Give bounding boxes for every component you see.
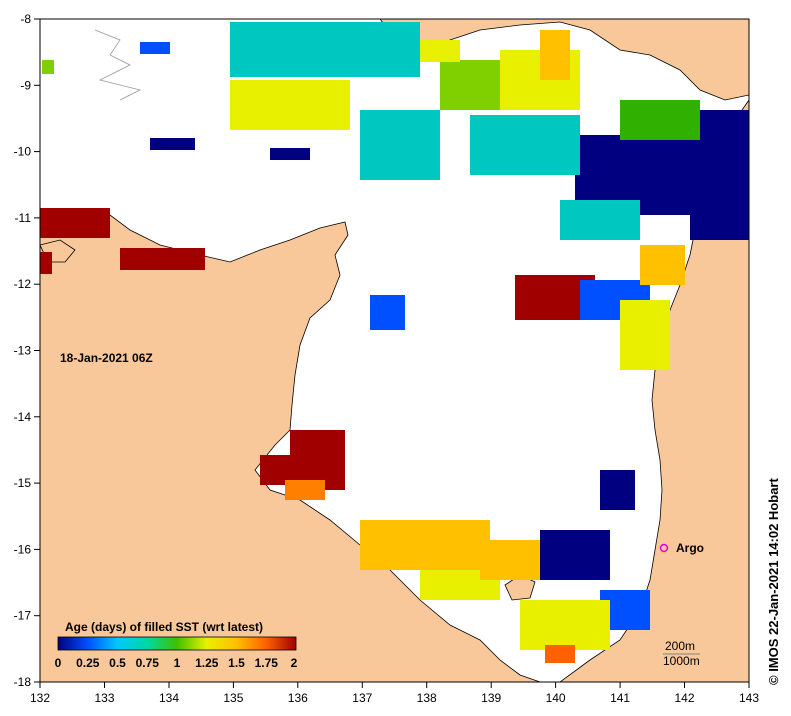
depth-contour-legend: 200m 1000m [663,639,700,668]
colorbar-label: 0.25 [76,656,100,670]
y-tick-label: -11 [15,211,32,225]
colorbar-label: 0.5 [109,656,126,670]
y-tick-label: -9 [20,78,31,92]
y-tick-label: -10 [14,145,32,159]
y-tick-label: -17 [14,609,32,623]
colorbar-gradient [57,636,297,651]
y-tick-label: -16 [14,542,32,556]
x-tick-label: 136 [288,691,308,705]
colorbar-label: 1.75 [255,656,279,670]
colorbar-label: 0.75 [136,656,160,670]
y-tick-label: -12 [14,277,32,291]
reef-outlines [94,29,142,101]
x-tick-label: 141 [610,691,630,705]
y-axis: -8 -9 -10 -11 -12 -13 -14 -15 -16 -17 -1… [14,12,40,689]
x-tick-label: 139 [481,691,501,705]
x-tick-label: 137 [352,691,372,705]
colorbar-label: 2 [291,656,298,670]
colorbar: Age (days) of filled SST (wrt latest) 0 … [55,620,298,670]
x-axis: 132 133 134 135 136 137 138 139 140 141 … [30,682,759,705]
argo-icon [659,543,669,553]
x-tick-label: 140 [546,691,566,705]
argo-float-marker: Argo [659,541,704,555]
colorbar-label: 1.25 [195,656,219,670]
depth-label-1000m: 1000m [663,654,700,668]
x-tick-label: 143 [739,691,759,705]
colorbar-title: Age (days) of filled SST (wrt latest) [65,620,263,634]
x-tick-label: 134 [159,691,179,705]
y-tick-label: -18 [14,675,32,689]
credit-label: © IMOS 22-Jan-2021 14:02 Hobart [766,478,781,685]
x-tick-label: 135 [223,691,243,705]
y-tick-label: -8 [20,12,31,26]
x-tick-label: 142 [674,691,694,705]
date-label: 18-Jan-2021 06Z [60,351,153,365]
colorbar-label: 1.5 [228,656,245,670]
y-tick-label: -14 [14,410,32,424]
colorbar-label: 0 [55,656,62,670]
y-tick-label: -13 [14,344,32,358]
colorbar-label: 1 [174,656,181,670]
x-tick-label: 133 [94,691,114,705]
y-tick-label: -15 [14,476,32,490]
x-tick-label: 138 [417,691,437,705]
x-tick-label: 132 [30,691,50,705]
sst-age-patches [40,22,749,663]
depth-label-200m: 200m [665,639,695,653]
argo-label: Argo [676,541,704,555]
